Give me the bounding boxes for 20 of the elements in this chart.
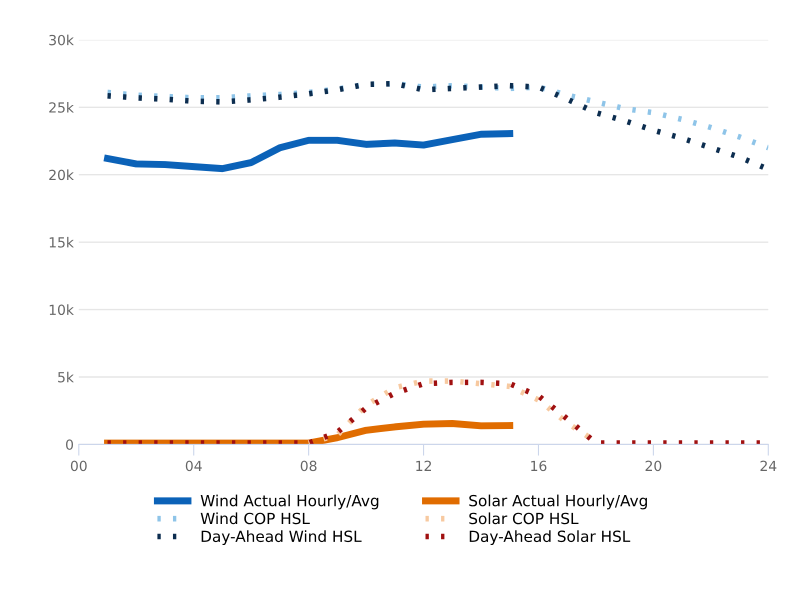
x-tick-label: 20 bbox=[646, 460, 662, 472]
y-tick-label: 15k bbox=[50, 236, 74, 248]
x-tick-label: 12 bbox=[416, 460, 431, 471]
x-tick-label: 04 bbox=[186, 460, 202, 472]
x-tick-label: 00 bbox=[70, 460, 87, 472]
y-tick-label: 30k bbox=[49, 34, 74, 46]
legend-label: Solar Actual Hourly/Avg bbox=[469, 494, 647, 510]
x-tick-label: 16 bbox=[531, 460, 546, 472]
x-tick-label: 24 bbox=[760, 460, 776, 471]
legend-label: Wind COP HSL bbox=[200, 512, 310, 524]
legend-label: Solar COP HSL bbox=[469, 512, 578, 524]
legend-label: Wind Actual Hourly/Avg bbox=[200, 494, 378, 510]
y-tick-label: 0 bbox=[66, 439, 74, 450]
y-tick-label: 25k bbox=[49, 102, 74, 113]
legend-label: Day-Ahead Wind HSL bbox=[202, 530, 362, 546]
legend-label: Day-Ahead Solar HSL bbox=[470, 530, 630, 546]
y-tick-label: 5k bbox=[58, 372, 74, 382]
y-tick-label: 20k bbox=[49, 169, 74, 180]
y-tick-label: 10k bbox=[50, 304, 74, 316]
x-tick-label: 08 bbox=[300, 460, 317, 472]
